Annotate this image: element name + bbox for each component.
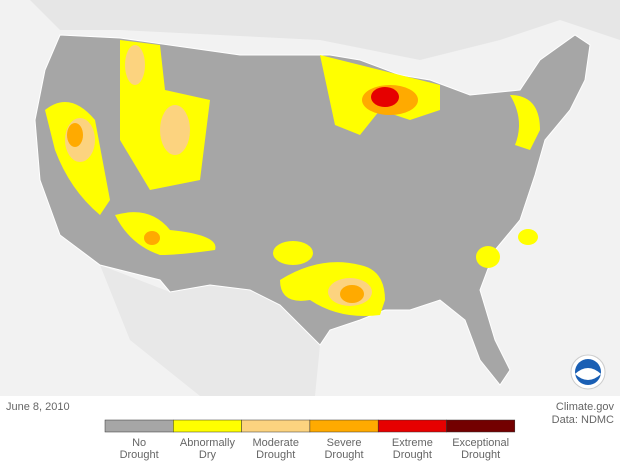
legend-label: No	[132, 437, 146, 449]
legend-label: Drought	[461, 449, 500, 461]
area-severe	[144, 231, 160, 245]
map-date: June 8, 2010	[6, 401, 70, 413]
legend-label: Extreme	[392, 437, 433, 449]
noaa-logo	[570, 354, 606, 390]
credit-source: Data: NDMC	[552, 414, 614, 426]
credit-site: Climate.gov	[556, 401, 615, 413]
legend: NoDroughtAbnormallyDryModerateDroughtSev…	[104, 419, 516, 461]
legend-label: Drought	[393, 449, 432, 461]
legend-swatch	[377, 419, 447, 433]
drought-areas	[45, 40, 540, 316]
area-dry	[518, 229, 538, 245]
area-dry	[476, 246, 500, 268]
area-dry	[510, 95, 540, 150]
area-severe	[340, 285, 364, 303]
legend-swatch	[173, 419, 242, 433]
legend-swatch	[104, 419, 174, 433]
legend-label: Exceptional	[452, 437, 509, 449]
area-extreme	[371, 87, 399, 107]
area-dry	[273, 241, 313, 265]
area-severe	[67, 123, 83, 147]
legend-label: Dry	[199, 449, 217, 461]
area-moderate	[125, 45, 145, 85]
logo-bird	[575, 368, 601, 380]
area-moderate	[160, 105, 190, 155]
legend-label: Abnormally	[180, 437, 236, 449]
area-dry	[115, 212, 216, 255]
legend-label: Severe	[327, 437, 362, 449]
legend-swatch	[309, 419, 379, 433]
legend-label: Moderate	[253, 437, 299, 449]
canada	[0, 0, 620, 60]
legend-swatch	[446, 419, 516, 433]
legend-swatch	[241, 419, 311, 433]
legend-label: Drought	[120, 449, 159, 461]
legend-label: Drought	[324, 449, 363, 461]
legend-label: Drought	[256, 449, 295, 461]
